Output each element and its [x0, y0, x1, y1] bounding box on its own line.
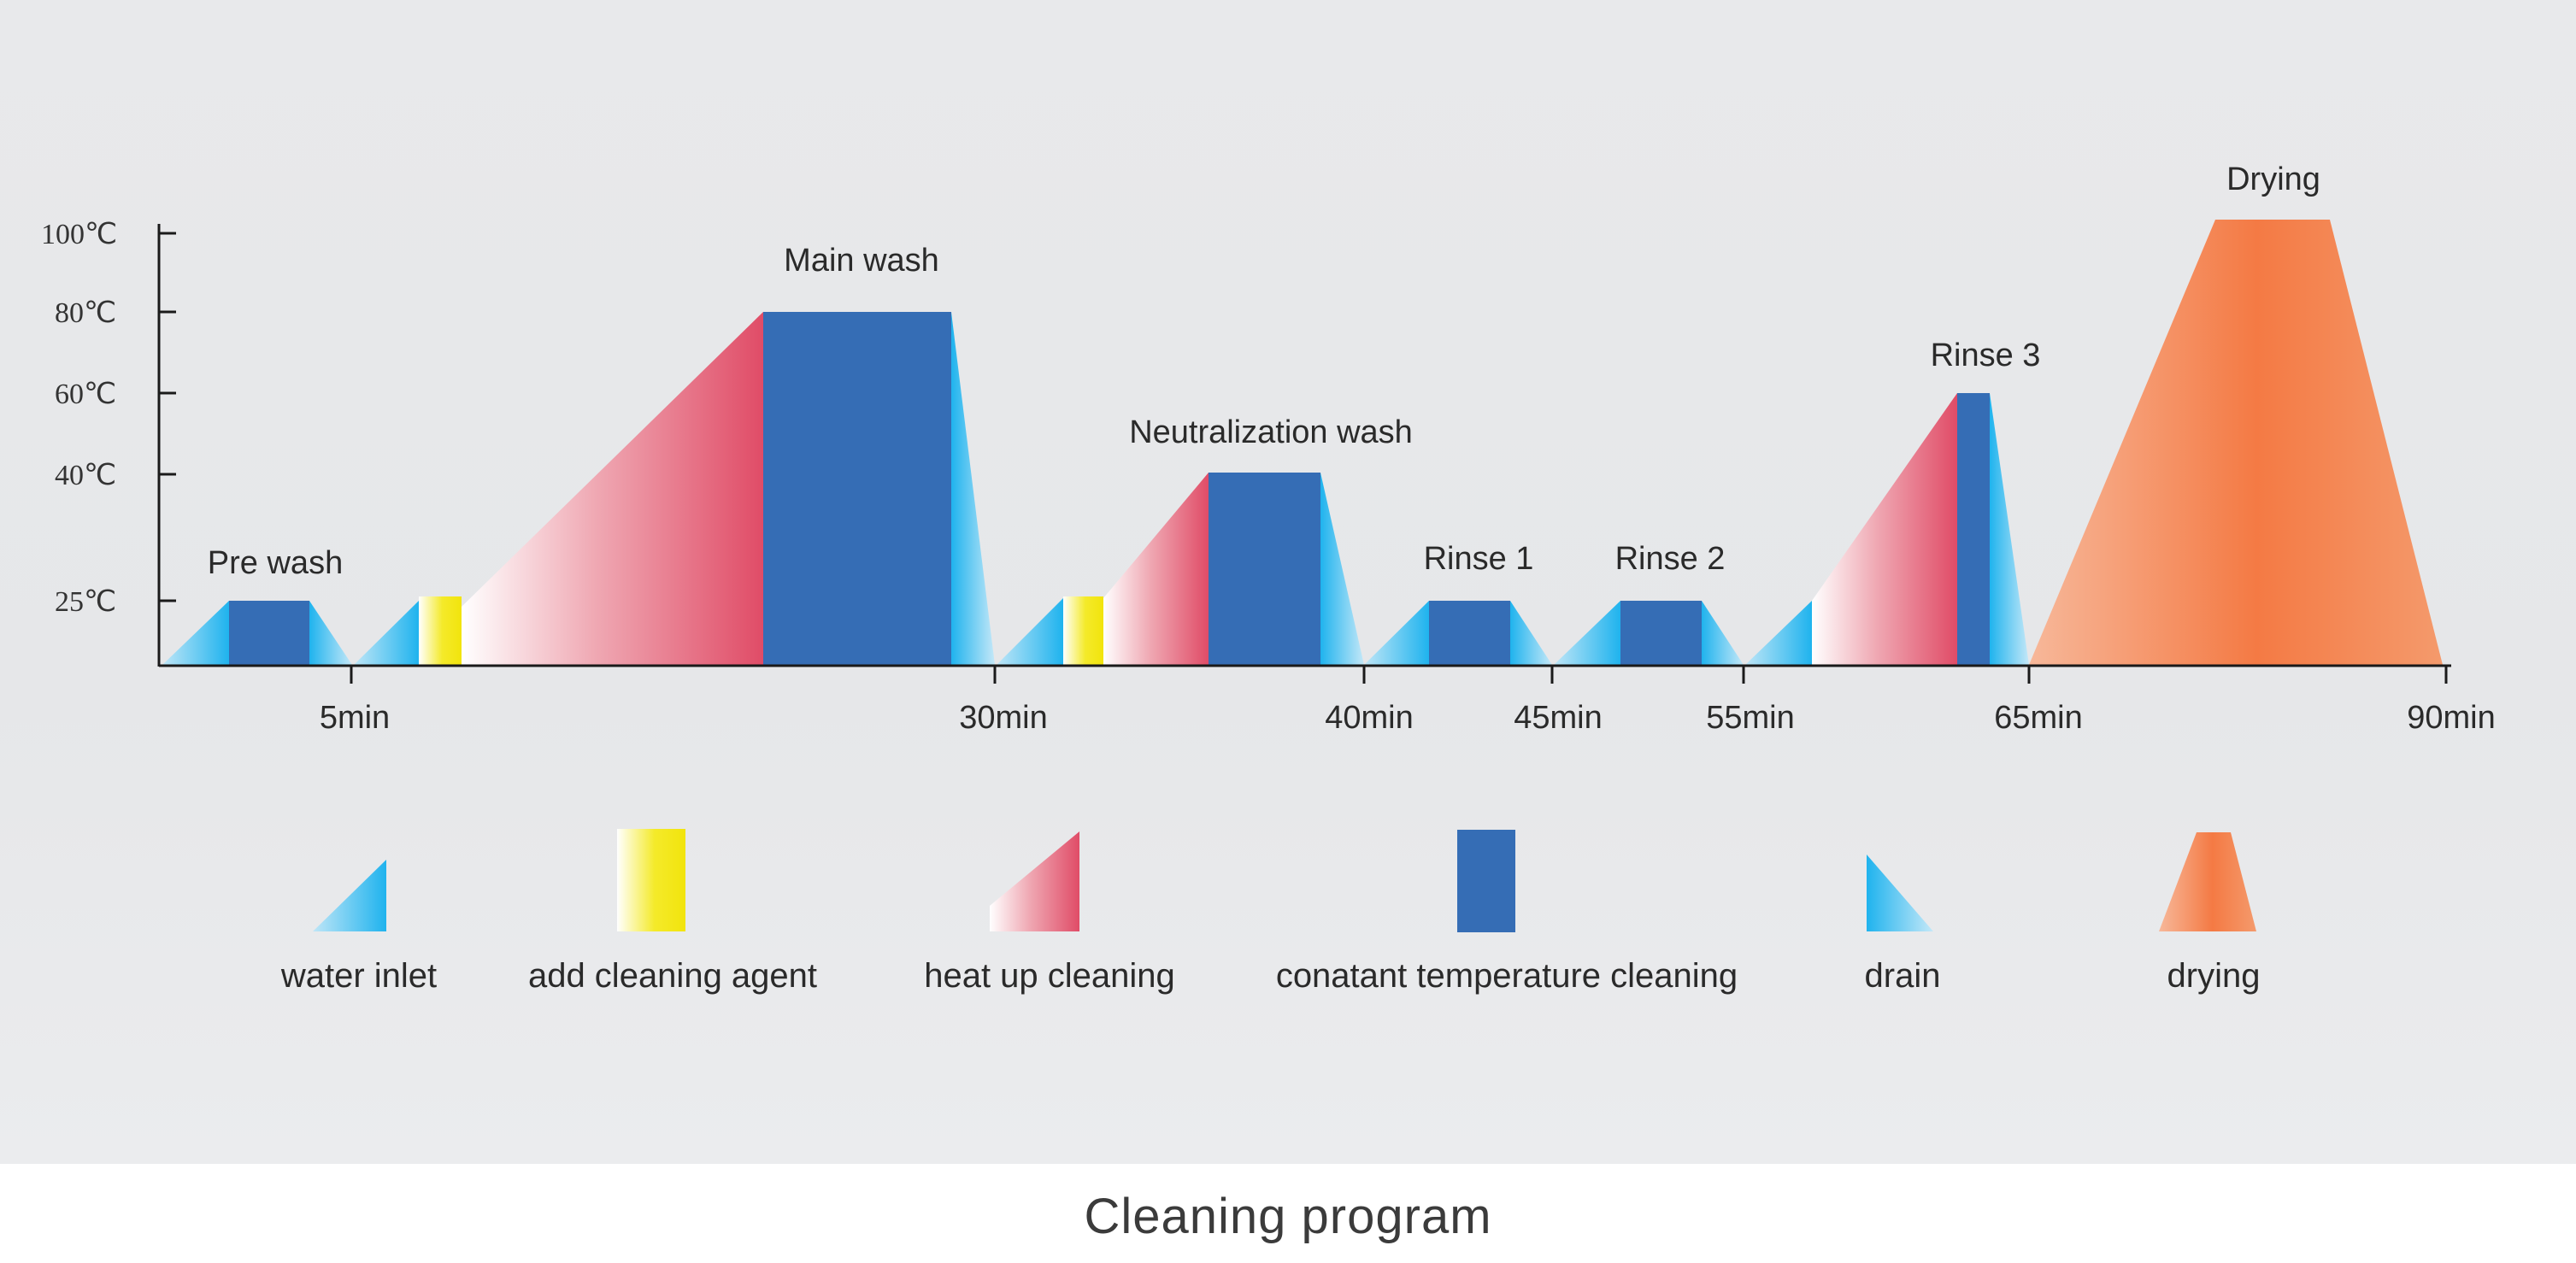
constant-temperature-block [1620, 601, 1702, 665]
y-tick-label: 25℃ [55, 586, 116, 618]
phase-label-neutralization-wash: Neutralization wash [1129, 414, 1413, 450]
phase-label-pre-wash: Pre wash [208, 545, 343, 581]
legend-item-drying: drying [2159, 832, 2260, 995]
legend-item-water-inlet: water inlet [280, 860, 437, 995]
cleaning-cycle-diagram: 100℃ 80℃ 60℃ 40℃ 25℃ 5min 30min 40min 45… [41, 162, 2496, 995]
x-axis: 5min 30min 40min 45min 55min 65min 90min [159, 664, 2496, 736]
x-tick-label: 65min [1994, 700, 2083, 736]
drying-shape [2029, 220, 2443, 665]
add-agent-block [419, 596, 462, 665]
heat-up-shape [462, 312, 763, 665]
phase-label-rinse-3: Rinse 3 [1931, 338, 2041, 373]
figure-caption: Cleaning program [1084, 1189, 1492, 1244]
drying-swatch [2159, 832, 2256, 931]
legend-item-constant-temperature: conatant temperature cleaning [1276, 830, 1738, 995]
constant-temperature-block [229, 601, 309, 665]
constant-temperature-block [1957, 393, 1990, 665]
x-tick-label: 40min [1325, 700, 1414, 736]
segment-main-wash [354, 312, 995, 665]
segment-rinse-3 [1745, 393, 2029, 665]
x-tick-label: 55min [1706, 700, 1795, 736]
drain-shape [1702, 601, 1744, 665]
constant-temperature-block [1429, 601, 1510, 665]
heat-up-swatch [990, 831, 1079, 931]
y-tick-label: 100℃ [41, 219, 117, 250]
legend-label: drain [1865, 957, 1941, 995]
segment-neutralization-wash [997, 473, 1364, 665]
water-inlet-shape [1364, 601, 1429, 665]
diagram-panel: 100℃ 80℃ 60℃ 40℃ 25℃ 5min 30min 40min 45… [0, 0, 2576, 1164]
segment-rinse-1 [1364, 601, 1552, 665]
legend-label: conatant temperature cleaning [1276, 957, 1738, 995]
legend-label: water inlet [280, 957, 437, 995]
legend-item-add-cleaning-agent: add cleaning agent [528, 829, 817, 995]
water-inlet-shape [997, 598, 1063, 665]
drain-shape [951, 312, 995, 665]
x-tick-label: 90min [2407, 700, 2496, 736]
water-inlet-shape [1745, 601, 1812, 665]
water-inlet-shape [1554, 601, 1620, 665]
water-inlet-shape [162, 601, 229, 665]
drain-shape [1320, 473, 1364, 665]
constant-temperature-swatch [1457, 830, 1515, 932]
phase-label-main-wash: Main wash [784, 243, 939, 279]
x-tick-label: 45min [1514, 700, 1603, 736]
heat-up-shape [1812, 393, 1957, 665]
constant-temperature-block [763, 312, 951, 665]
segment-drying [2029, 220, 2443, 665]
drain-shape [1510, 601, 1552, 665]
x-tick-label: 5min [320, 700, 390, 736]
legend: water inlet add cleaning agent heat up c… [280, 829, 2260, 995]
y-axis: 100℃ 80℃ 60℃ 40℃ 25℃ [41, 219, 176, 667]
y-tick-label: 40℃ [55, 460, 116, 491]
add-agent-block [1063, 596, 1103, 665]
segment-pre-wash [162, 601, 352, 665]
drain-swatch [1867, 855, 1933, 931]
phase-labels: Pre wash Main wash Neutralization wash R… [208, 162, 2320, 581]
phase-label-rinse-2: Rinse 2 [1615, 541, 1726, 577]
drain-shape [1990, 393, 2029, 665]
drain-shape [309, 601, 352, 665]
constant-temperature-block [1209, 473, 1320, 665]
legend-label: add cleaning agent [528, 957, 817, 995]
y-tick-label: 80℃ [55, 297, 116, 329]
x-tick-label: 30min [959, 700, 1048, 736]
legend-item-heat-up-cleaning: heat up cleaning [924, 831, 1175, 995]
water-inlet-shape [354, 601, 419, 665]
y-tick-label: 60℃ [55, 379, 116, 410]
add-agent-swatch [617, 829, 685, 931]
legend-label: drying [2167, 957, 2261, 995]
phase-label-drying: Drying [2226, 162, 2320, 197]
water-inlet-swatch [313, 860, 386, 931]
segment-rinse-2 [1554, 601, 1744, 665]
heat-up-shape [1103, 473, 1209, 665]
legend-item-drain: drain [1865, 855, 1941, 995]
legend-label: heat up cleaning [924, 957, 1175, 995]
phase-label-rinse-1: Rinse 1 [1424, 541, 1534, 577]
